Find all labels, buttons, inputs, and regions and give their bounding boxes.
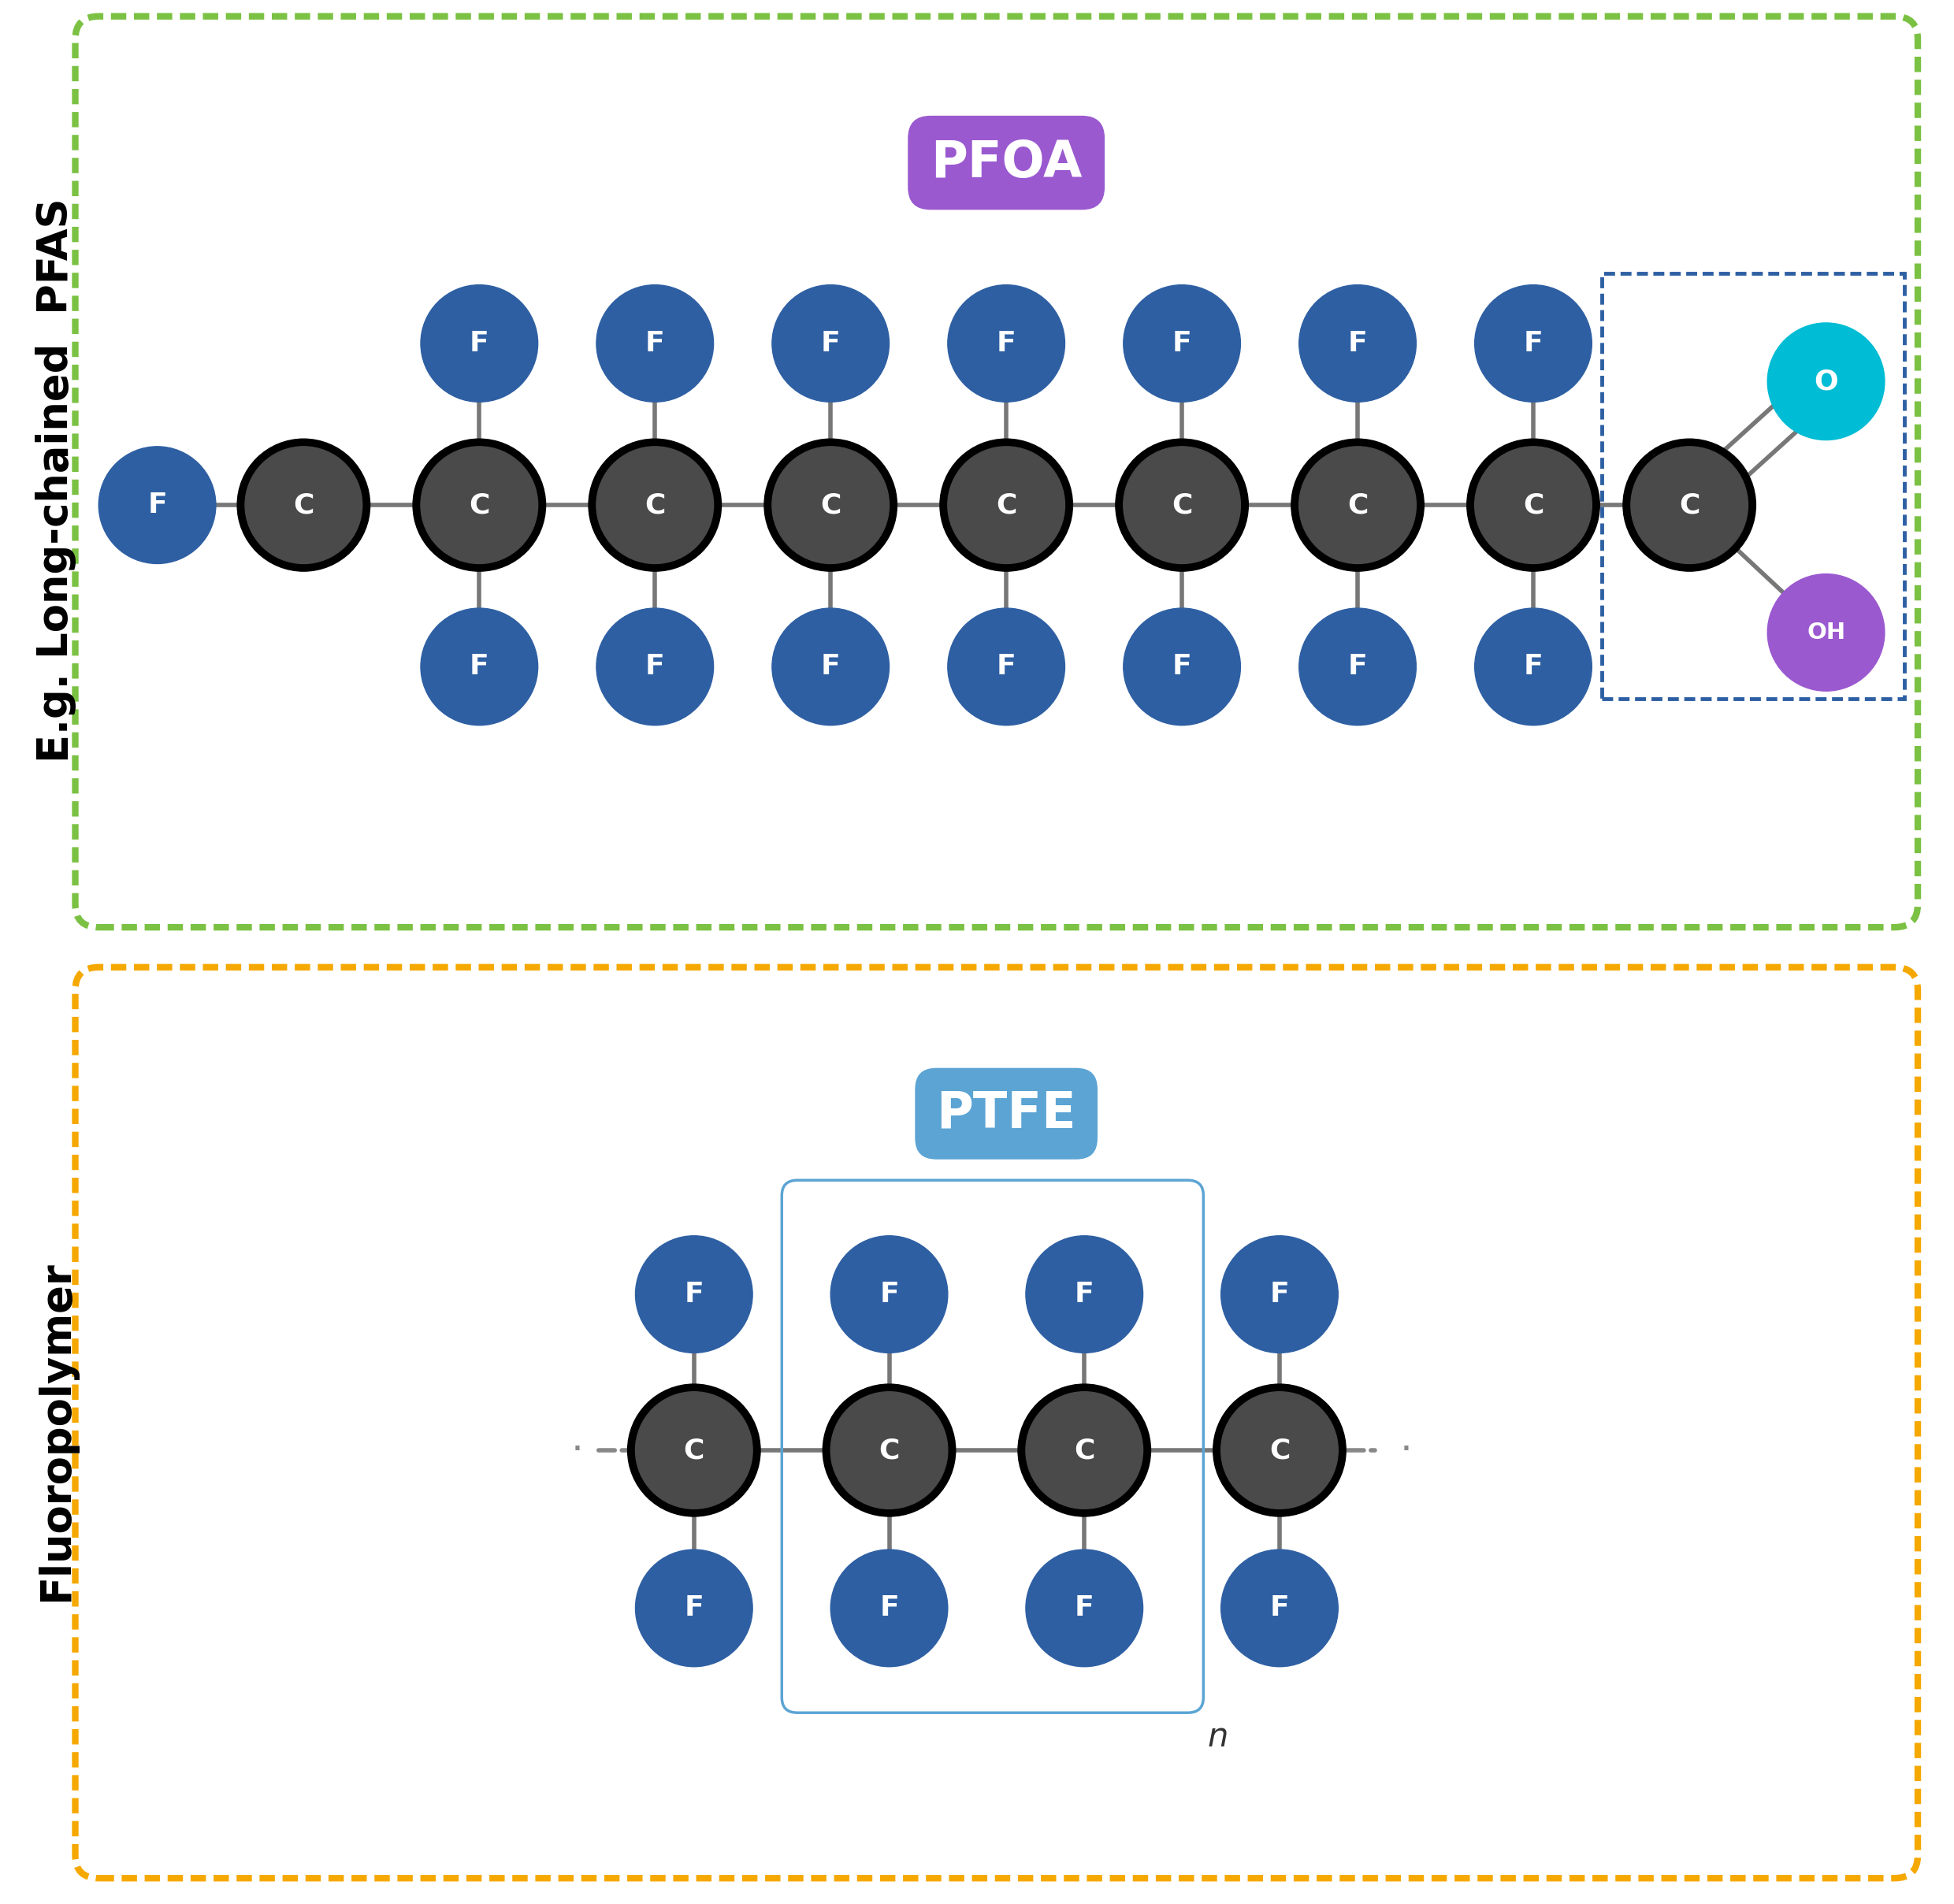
Text: F: F <box>645 329 664 356</box>
Ellipse shape <box>1299 607 1417 725</box>
Ellipse shape <box>1299 447 1417 564</box>
Text: F: F <box>147 491 166 518</box>
Ellipse shape <box>1026 1550 1143 1666</box>
Ellipse shape <box>596 286 713 402</box>
Ellipse shape <box>1632 447 1749 564</box>
Ellipse shape <box>627 1384 760 1516</box>
Ellipse shape <box>1124 447 1241 564</box>
Text: O: O <box>1813 367 1839 394</box>
Text: F: F <box>997 653 1016 680</box>
Ellipse shape <box>1018 1384 1151 1516</box>
Text: F: F <box>1270 1596 1290 1622</box>
Ellipse shape <box>1467 440 1600 571</box>
Ellipse shape <box>948 286 1065 402</box>
Ellipse shape <box>1124 286 1241 402</box>
Text: C: C <box>1346 491 1368 518</box>
FancyBboxPatch shape <box>76 17 1917 927</box>
Text: C: C <box>684 1438 703 1464</box>
Text: E.g. Long-chained  PFAS: E.g. Long-chained PFAS <box>35 198 76 764</box>
Text: F: F <box>1524 653 1544 680</box>
Text: F: F <box>879 1281 899 1308</box>
Ellipse shape <box>1299 286 1417 402</box>
Ellipse shape <box>420 607 537 725</box>
Ellipse shape <box>420 447 537 564</box>
Text: C: C <box>1270 1438 1290 1464</box>
Ellipse shape <box>1221 1236 1338 1354</box>
Text: C: C <box>1522 491 1544 518</box>
Text: C: C <box>879 1438 899 1464</box>
Text: F: F <box>821 329 840 356</box>
Text: F: F <box>1270 1281 1290 1308</box>
Text: C: C <box>469 491 490 518</box>
Text: F: F <box>997 329 1016 356</box>
Text: F: F <box>1348 653 1368 680</box>
Ellipse shape <box>100 447 215 564</box>
Ellipse shape <box>1221 1550 1338 1666</box>
Ellipse shape <box>940 440 1073 571</box>
Ellipse shape <box>420 286 537 402</box>
Text: PFOA: PFOA <box>930 139 1083 187</box>
Text: n: n <box>1208 1721 1229 1754</box>
Text: F: F <box>1075 1596 1094 1622</box>
Ellipse shape <box>1292 440 1424 571</box>
FancyBboxPatch shape <box>76 967 1917 1877</box>
Ellipse shape <box>1026 1236 1143 1354</box>
Text: F: F <box>1172 653 1192 680</box>
Text: F: F <box>879 1596 899 1622</box>
Ellipse shape <box>1768 324 1884 440</box>
Ellipse shape <box>830 1236 948 1354</box>
Ellipse shape <box>772 607 889 725</box>
Text: C: C <box>821 491 840 518</box>
Ellipse shape <box>1475 286 1593 402</box>
Ellipse shape <box>1026 1392 1143 1508</box>
Text: C: C <box>645 491 666 518</box>
Ellipse shape <box>823 1384 956 1516</box>
Ellipse shape <box>596 447 713 564</box>
Ellipse shape <box>1116 440 1249 571</box>
Ellipse shape <box>1124 607 1241 725</box>
Text: C: C <box>997 491 1016 518</box>
Text: Fluoropolymer: Fluoropolymer <box>35 1260 76 1601</box>
Ellipse shape <box>1213 1384 1346 1516</box>
Text: F: F <box>1348 329 1368 356</box>
Ellipse shape <box>1768 573 1884 691</box>
Ellipse shape <box>830 1392 948 1508</box>
Text: F: F <box>684 1281 703 1308</box>
Text: C: C <box>1172 491 1192 518</box>
Text: F: F <box>469 653 489 680</box>
Ellipse shape <box>772 286 889 402</box>
Ellipse shape <box>236 440 369 571</box>
Ellipse shape <box>635 1392 752 1508</box>
Ellipse shape <box>764 440 897 571</box>
Text: C: C <box>1075 1438 1094 1464</box>
Ellipse shape <box>1475 447 1593 564</box>
Ellipse shape <box>1624 440 1757 571</box>
Ellipse shape <box>635 1236 752 1354</box>
Ellipse shape <box>635 1550 752 1666</box>
Ellipse shape <box>948 607 1065 725</box>
Text: ·: · <box>571 1432 582 1470</box>
Ellipse shape <box>588 440 721 571</box>
Text: F: F <box>645 653 664 680</box>
Text: F: F <box>1524 329 1544 356</box>
Ellipse shape <box>1475 607 1593 725</box>
Ellipse shape <box>830 1550 948 1666</box>
Text: F: F <box>821 653 840 680</box>
Text: OH: OH <box>1807 621 1845 644</box>
Ellipse shape <box>1221 1392 1338 1508</box>
Text: F: F <box>1172 329 1192 356</box>
Text: ·: · <box>1401 1432 1413 1470</box>
Ellipse shape <box>412 440 545 571</box>
Text: F: F <box>469 329 489 356</box>
Ellipse shape <box>948 447 1065 564</box>
Text: PTFE: PTFE <box>936 1089 1077 1139</box>
Ellipse shape <box>772 447 889 564</box>
Text: F: F <box>1075 1281 1094 1308</box>
Text: C: C <box>1678 491 1700 518</box>
Ellipse shape <box>596 607 713 725</box>
Text: F: F <box>684 1596 703 1622</box>
Ellipse shape <box>244 447 361 564</box>
Text: C: C <box>293 491 315 518</box>
